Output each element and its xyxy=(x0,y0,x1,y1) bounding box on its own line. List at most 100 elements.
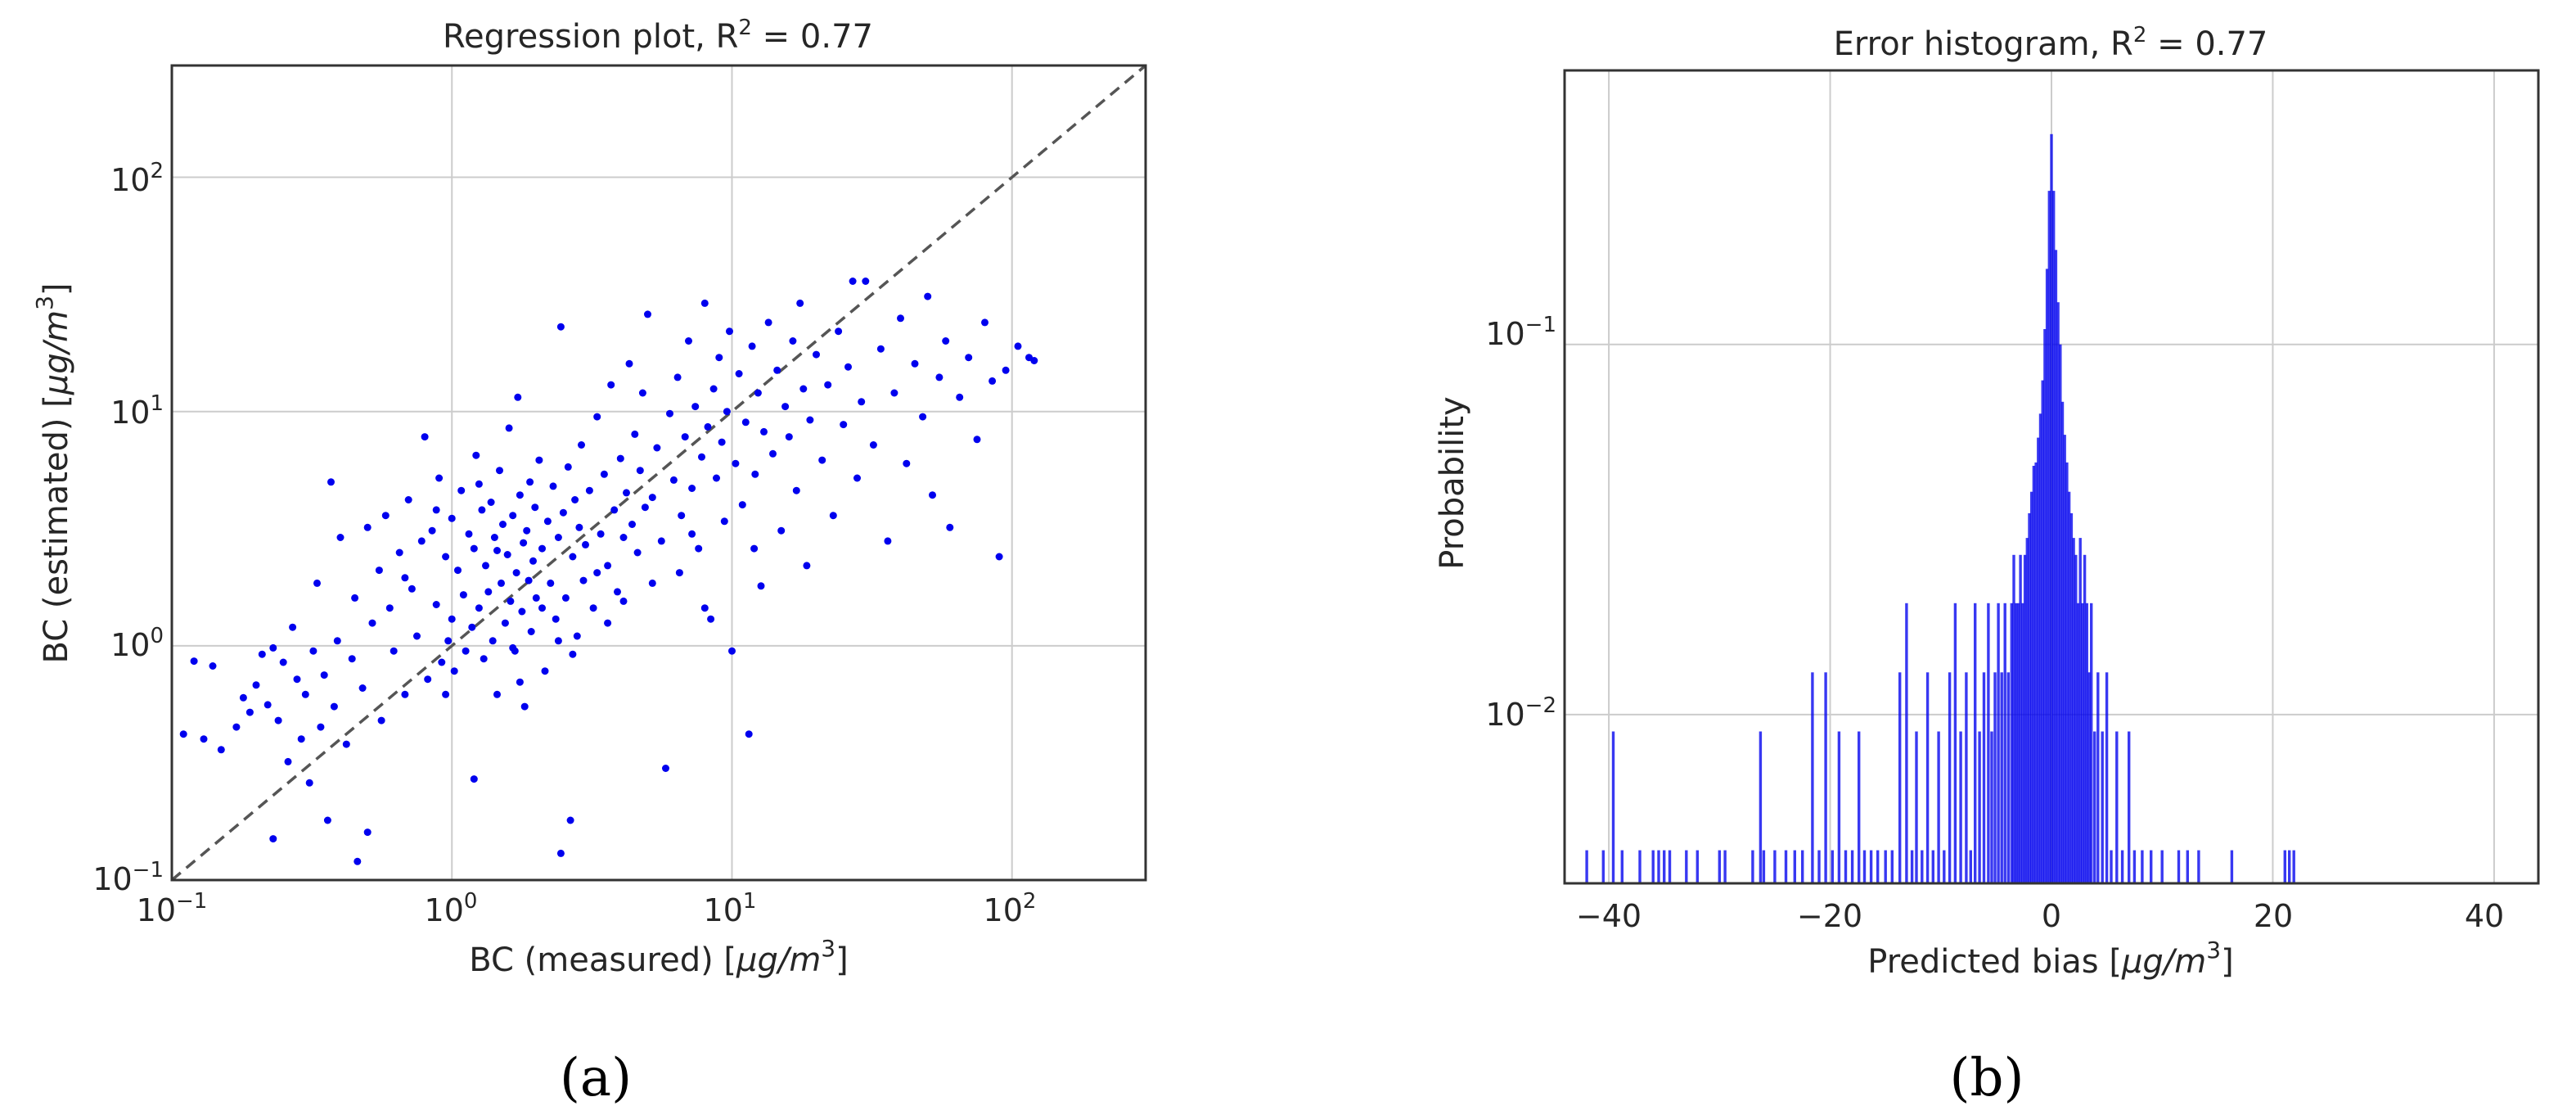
data-point xyxy=(543,517,552,526)
histogram-bar xyxy=(2105,672,2109,883)
data-point xyxy=(662,765,669,772)
data-point xyxy=(478,506,486,514)
data-point xyxy=(442,553,450,561)
histogram-title-sup: 2 xyxy=(2133,23,2147,47)
histogram-bar xyxy=(2054,250,2058,883)
histogram-bar xyxy=(2067,491,2071,883)
reference-line xyxy=(170,64,1147,882)
data-point xyxy=(796,299,804,307)
histogram-bar xyxy=(1811,672,1814,883)
data-point xyxy=(648,494,656,502)
data-point xyxy=(911,359,919,368)
data-point xyxy=(726,327,733,336)
data-point xyxy=(973,436,981,444)
data-point xyxy=(408,585,416,593)
regression-title: Regression plot, R2 = 0.77 xyxy=(443,16,873,56)
histogram-x-ticks: −40 −20 0 20 40 xyxy=(1576,898,2504,934)
histogram-bar xyxy=(2120,850,2124,883)
data-point xyxy=(327,478,335,486)
histogram-bar xyxy=(2128,731,2131,883)
data-point xyxy=(484,588,493,596)
data-point xyxy=(487,499,495,506)
data-point xyxy=(628,521,636,528)
data-point xyxy=(496,467,503,475)
data-point xyxy=(348,655,356,663)
data-point xyxy=(781,403,790,411)
data-point xyxy=(844,363,852,371)
data-point xyxy=(432,506,440,514)
histogram-bar xyxy=(1831,850,1834,883)
data-point xyxy=(520,702,529,711)
data-point xyxy=(924,292,932,300)
histogram-bar xyxy=(2056,302,2060,883)
data-point xyxy=(401,690,409,698)
histogram-bar xyxy=(1850,850,1854,883)
data-point xyxy=(269,643,277,652)
data-point xyxy=(538,544,546,553)
data-point xyxy=(454,567,462,575)
histogram-bar xyxy=(2015,603,2018,883)
data-point xyxy=(799,385,808,393)
histogram-bar xyxy=(2115,731,2119,883)
histogram-bar xyxy=(2021,603,2024,883)
histogram-bar xyxy=(1876,850,1880,883)
histogram-bar xyxy=(2052,191,2056,884)
data-point xyxy=(493,690,501,698)
histogram-bar xyxy=(2032,466,2036,883)
data-point xyxy=(518,607,526,616)
data-point xyxy=(806,416,814,424)
data-point xyxy=(309,647,317,655)
panel-caption-b: (b) xyxy=(1950,1048,2024,1108)
data-point xyxy=(757,582,765,590)
data-point xyxy=(707,615,715,623)
data-point xyxy=(946,523,954,531)
data-point xyxy=(754,389,762,397)
data-point xyxy=(297,735,305,743)
data-point xyxy=(363,523,372,531)
histogram-bar xyxy=(2010,603,2013,883)
data-point xyxy=(597,530,605,538)
data-point xyxy=(695,544,703,553)
histogram-bar xyxy=(1773,850,1777,883)
data-point xyxy=(381,512,390,520)
data-point xyxy=(354,857,362,865)
histogram-bar xyxy=(2283,850,2286,883)
data-point xyxy=(764,318,772,327)
histogram-bar xyxy=(1974,603,1977,883)
histogram-bar xyxy=(1910,850,1914,883)
data-point xyxy=(284,757,292,765)
data-point xyxy=(619,597,628,605)
histogram-bar xyxy=(2101,731,2104,883)
data-point xyxy=(745,730,753,738)
histogram-bar xyxy=(1824,672,1827,883)
data-point xyxy=(633,548,642,557)
histogram-bar xyxy=(2065,462,2069,883)
data-point xyxy=(604,619,612,627)
data-point xyxy=(413,632,421,640)
data-point xyxy=(688,530,696,538)
histogram-bar xyxy=(1620,850,1624,883)
data-point xyxy=(529,557,537,565)
histogram-bar xyxy=(1937,731,1940,883)
data-point xyxy=(579,576,588,585)
data-point xyxy=(317,723,325,731)
data-point xyxy=(840,421,848,429)
histogram-bar xyxy=(1801,850,1804,883)
histogram-bar xyxy=(2292,850,2295,883)
x-tick-label: −20 xyxy=(1797,898,1862,934)
data-point xyxy=(498,579,505,587)
x-tick-label: 40 xyxy=(2465,898,2504,934)
histogram-bar xyxy=(1585,850,1588,883)
data-point xyxy=(263,701,272,709)
data-point xyxy=(849,278,857,285)
histogram-bar xyxy=(1969,850,1972,883)
histogram-bar xyxy=(2197,850,2200,883)
data-point xyxy=(470,775,478,783)
histogram-bar xyxy=(1793,850,1796,883)
data-point xyxy=(956,393,964,401)
x-tick-label: 10−1 xyxy=(137,889,208,928)
data-point xyxy=(631,430,639,438)
data-point xyxy=(323,816,331,824)
data-point xyxy=(625,359,633,368)
